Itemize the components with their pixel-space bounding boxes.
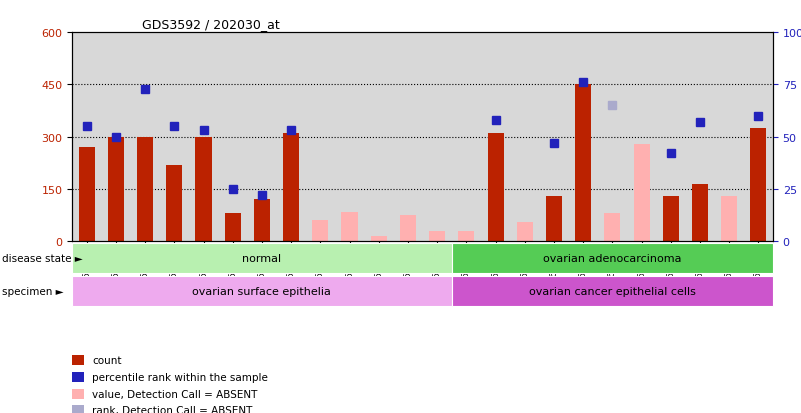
Bar bbox=[137, 137, 153, 242]
Bar bbox=[721, 197, 737, 242]
Bar bbox=[167, 165, 183, 242]
Bar bbox=[575, 85, 591, 242]
Bar bbox=[400, 216, 416, 242]
Bar bbox=[72, 244, 452, 274]
Bar bbox=[488, 134, 504, 242]
Bar bbox=[546, 197, 562, 242]
Bar bbox=[371, 236, 387, 242]
Bar bbox=[634, 144, 650, 242]
Bar bbox=[458, 231, 474, 242]
Bar bbox=[312, 221, 328, 242]
Text: count: count bbox=[92, 356, 122, 366]
Text: ovarian surface epithelia: ovarian surface epithelia bbox=[192, 286, 332, 296]
Text: value, Detection Call = ABSENT: value, Detection Call = ABSENT bbox=[92, 389, 257, 399]
Text: ovarian cancer epithelial cells: ovarian cancer epithelial cells bbox=[529, 286, 696, 296]
Text: specimen ►: specimen ► bbox=[2, 286, 64, 296]
Text: percentile rank within the sample: percentile rank within the sample bbox=[92, 372, 268, 382]
Bar bbox=[429, 231, 445, 242]
Text: normal: normal bbox=[243, 254, 281, 264]
Bar bbox=[341, 212, 357, 242]
Bar bbox=[692, 184, 708, 242]
Bar bbox=[108, 137, 124, 242]
Text: ovarian adenocarcinoma: ovarian adenocarcinoma bbox=[543, 254, 682, 264]
Text: rank, Detection Call = ABSENT: rank, Detection Call = ABSENT bbox=[92, 405, 252, 413]
Bar bbox=[751, 128, 767, 242]
Bar bbox=[72, 276, 452, 306]
Bar bbox=[78, 148, 95, 242]
Bar bbox=[195, 137, 211, 242]
Bar bbox=[604, 214, 621, 242]
Bar bbox=[452, 276, 773, 306]
Bar bbox=[224, 214, 241, 242]
Bar bbox=[662, 197, 678, 242]
Bar bbox=[517, 223, 533, 242]
Bar bbox=[283, 134, 299, 242]
Bar bbox=[452, 244, 773, 274]
Bar bbox=[254, 200, 270, 242]
Text: disease state ►: disease state ► bbox=[2, 254, 83, 264]
Text: GDS3592 / 202030_at: GDS3592 / 202030_at bbox=[143, 17, 280, 31]
